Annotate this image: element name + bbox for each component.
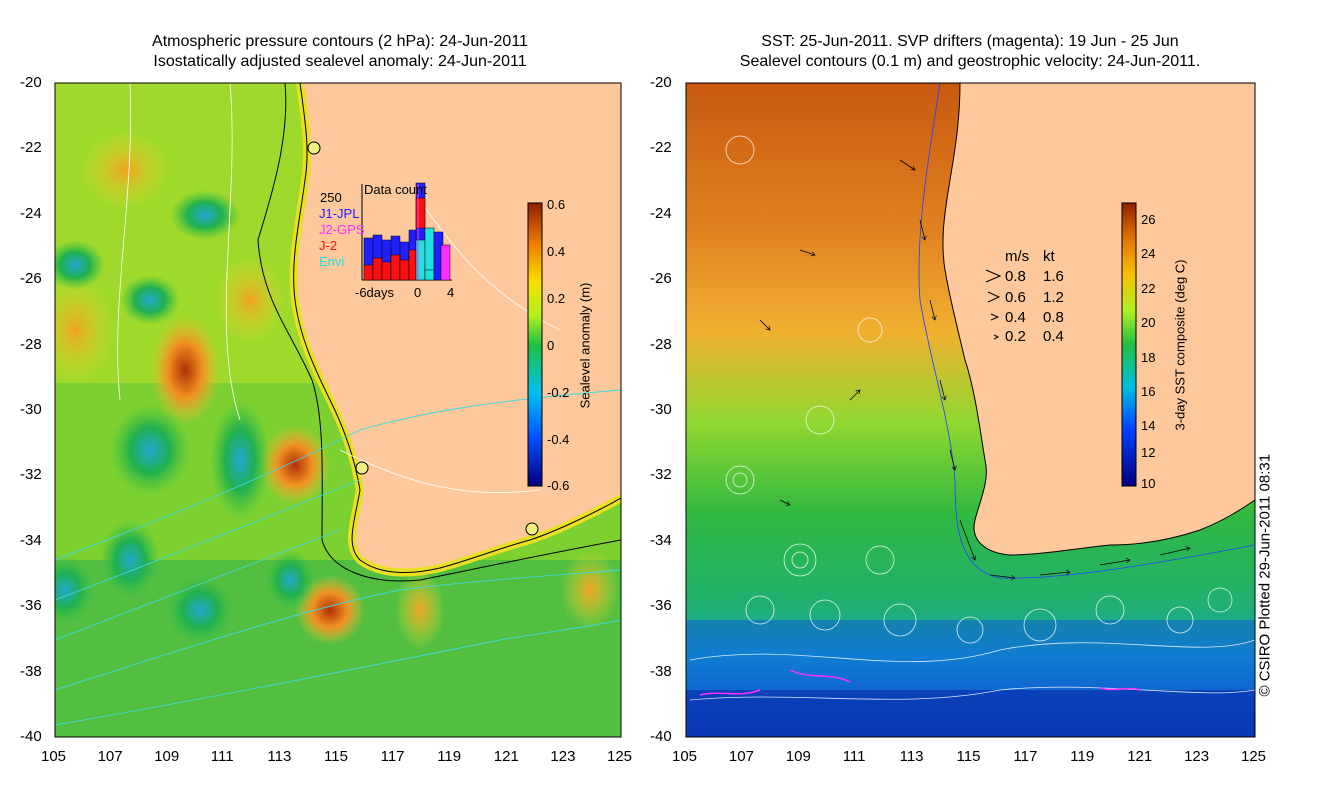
right-lon-tick: 107: [728, 748, 754, 765]
right-lon-tick: 125: [1241, 748, 1267, 765]
ssh-tick-0.4: 0.4: [547, 244, 566, 259]
inset-xlabel-start: -6days: [355, 285, 395, 300]
velocity-header-ms: m/s: [1005, 248, 1030, 265]
left-lat-tick: -36: [20, 597, 42, 615]
left-lat-tick: -20: [20, 74, 42, 91]
legend-envi: Envi: [319, 254, 344, 269]
velocity-row-2-ms: 0.6: [1005, 289, 1026, 306]
right-lat-tick: -20: [650, 74, 672, 91]
left-lon-tick: 117: [380, 748, 405, 765]
sst-tick-24: 24: [1141, 246, 1156, 261]
left-lon-tick: 123: [550, 748, 576, 765]
left-map-frame: [54, 82, 622, 738]
ssh-tick-m0.2: -0.2: [547, 385, 570, 400]
left-lon-tick: 115: [324, 748, 348, 765]
velocity-row-1-ms: 0.8: [1005, 268, 1026, 285]
right-lon-tick: 121: [1127, 748, 1153, 765]
ssh-tick-0.6: 0.6: [547, 197, 566, 212]
left-lon-tick: 107: [97, 748, 123, 765]
left-lon-tick: 111: [210, 748, 234, 765]
credit-text: © CSIRO Plotted 29-Jun-2011 08:31: [1256, 453, 1274, 697]
left-lat-tick: -22: [20, 139, 42, 157]
left-lon-tick: 125: [607, 748, 633, 765]
right-lat-tick: -32: [650, 466, 672, 484]
left-lon-tick: 113: [267, 748, 292, 765]
right-lon-tick: 113: [899, 748, 924, 765]
ssh-tick-m0.6: -0.6: [547, 478, 570, 493]
right-lat-tick: -28: [650, 335, 672, 353]
velocity-row-4-kt: 0.4: [1043, 328, 1064, 345]
right-title-line2: Sealevel contours (0.1 m) and geostrophi…: [739, 53, 1201, 70]
ssh-tick-0.2: 0.2: [547, 291, 566, 306]
legend-j-2: J-2: [319, 238, 337, 253]
velocity-legend-arrows: [985, 269, 1002, 340]
velocity-header-kt: kt: [1043, 248, 1055, 265]
sealevel-colorbar-label: Sealevel anomaly (m): [577, 282, 593, 409]
left-lat-tick: -30: [20, 401, 42, 418]
right-lat-tick: -26: [650, 270, 672, 288]
velocity-row-1-kt: 1.6: [1043, 268, 1064, 285]
right-lat-tick: -22: [650, 139, 672, 157]
right-map: [686, 83, 1255, 737]
right-lon-tick: 119: [1070, 748, 1095, 765]
right-lat-tick: -40: [650, 728, 672, 745]
sst-tick-20: 20: [1141, 315, 1156, 330]
data-count-inset: [361, 182, 452, 281]
velocity-row-3-kt: 0.8: [1043, 309, 1064, 326]
sealevel-colorbar: [527, 202, 543, 487]
left-lat-tick: -40: [20, 728, 42, 745]
velocity-row-3-ms: 0.4: [1005, 309, 1026, 326]
velocity-row-4-ms: 0.2: [1005, 328, 1026, 345]
right-lon-tick: 111: [842, 748, 866, 765]
ssh-tick-m0.4: -0.4: [547, 432, 570, 447]
inset-title: Data count: [364, 182, 427, 197]
left-lat-tick: -28: [20, 335, 42, 353]
right-lat-tick: -24: [650, 204, 672, 222]
right-lat-tick: -34: [650, 531, 672, 549]
right-lon-tick: 123: [1184, 748, 1210, 765]
left-title-line2: Isostatically adjusted sealevel anomaly:…: [153, 53, 527, 70]
ssh-tick-0: 0: [547, 338, 555, 353]
right-lon-tick: 117: [1013, 748, 1038, 765]
sst-tick-22: 22: [1141, 281, 1156, 296]
sst-colorbar: [1121, 202, 1137, 487]
right-title-line1: SST: 25-Jun-2011. SVP drifters (magenta)…: [761, 33, 1179, 50]
left-lat-tick: -38: [20, 662, 42, 680]
left-lon-tick: 121: [493, 748, 519, 765]
right-lon-tick: 115: [956, 748, 981, 765]
left-lat-tick: -24: [20, 204, 42, 222]
right-lat-tick: -38: [650, 662, 672, 680]
left-lon-tick: 109: [154, 748, 180, 765]
left-lat-tick: -34: [20, 531, 42, 549]
sst-tick-10: 10: [1141, 476, 1156, 491]
left-lon-tick: 119: [437, 748, 462, 765]
right-lat-tick: -30: [650, 401, 672, 418]
right-map-frame: [685, 82, 1256, 738]
inset-xlabel-zero: 0: [414, 285, 421, 300]
sst-tick-14: 14: [1141, 418, 1156, 433]
sst-tick-16: 16: [1141, 384, 1156, 399]
sst-colorbar-label: 3-day SST composite (deg C): [1172, 259, 1188, 431]
inset-xlabel-end: 4: [447, 285, 454, 300]
inset-ymax: 250: [320, 190, 342, 205]
left-lat-tick: -26: [20, 270, 42, 288]
sst-tick-18: 18: [1141, 350, 1156, 365]
right-lat-tick: -36: [650, 597, 672, 615]
right-lon-tick: 109: [785, 748, 811, 765]
right-lon-tick: 105: [672, 748, 698, 765]
legend-j2-gps: J2-GPS: [319, 222, 365, 237]
left-lat-tick: -32: [20, 466, 42, 484]
sst-tick-12: 12: [1141, 445, 1156, 460]
sst-tick-26: 26: [1141, 212, 1156, 227]
velocity-row-2-kt: 1.2: [1043, 289, 1064, 306]
left-title-line1: Atmospheric pressure contours (2 hPa): 2…: [152, 33, 528, 50]
left-lon-tick: 105: [41, 748, 67, 765]
legend-j1-jpl: J1-JPL: [319, 206, 359, 221]
